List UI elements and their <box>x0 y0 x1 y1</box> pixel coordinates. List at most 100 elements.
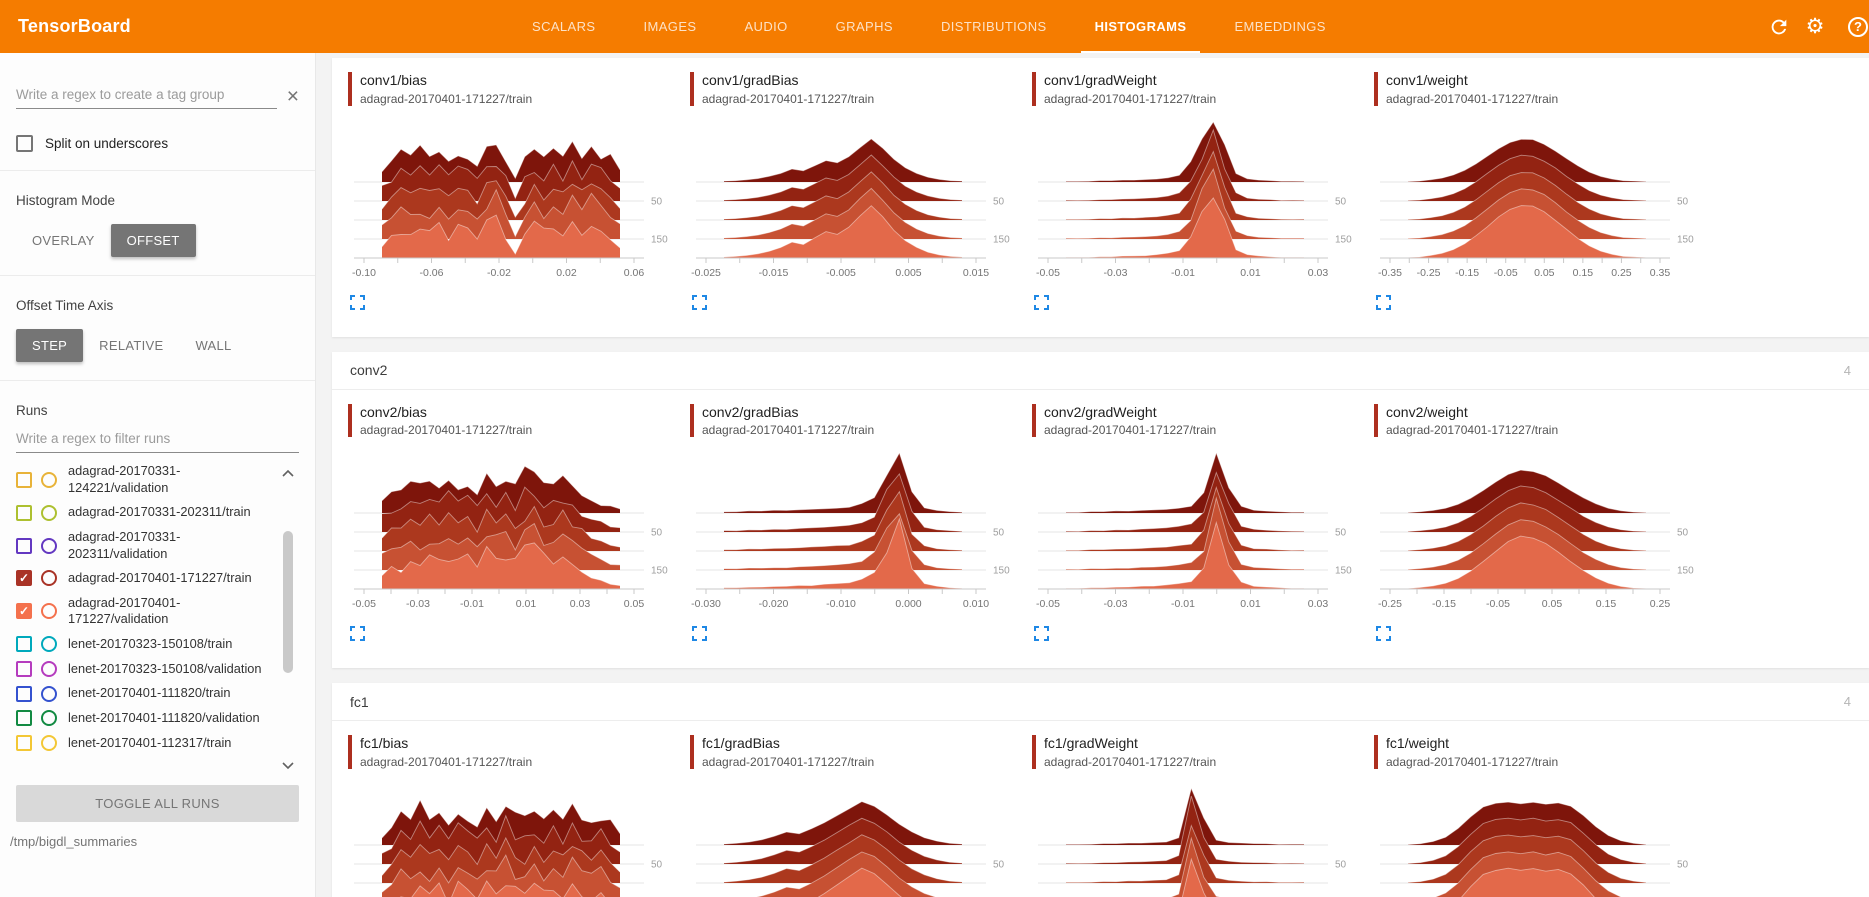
card-tag-title: fc1/gradWeight <box>1044 735 1138 751</box>
chart-area[interactable]: 50 150 -0.05 -0.03 -0.01 0.01 0.03 <box>1032 449 1362 622</box>
runs-filter-input[interactable] <box>16 428 299 453</box>
settings-icon[interactable]: ⚙ <box>1805 15 1825 38</box>
svg-text:150: 150 <box>1677 234 1694 245</box>
histogram-mode-offset-button[interactable]: OFFSET <box>110 224 196 257</box>
histogram-chart[interactable]: 50 150 -0.35 -0.25 -0.15 -0.05 0.05 0.15 0.25 0.3… <box>1374 118 1704 286</box>
tab-histograms[interactable]: HISTOGRAMS <box>1071 0 1211 53</box>
toggle-all-runs-button[interactable]: TOGGLE ALL RUNS <box>16 785 299 822</box>
radio-icon[interactable] <box>41 734 57 751</box>
radio-icon[interactable] <box>41 537 57 554</box>
tab-images[interactable]: IMAGES <box>643 19 697 34</box>
radio-icon[interactable] <box>41 710 57 727</box>
chart-area[interactable]: 50 150 -0.025 -0.015 -0.005 0.005 0.015 <box>690 118 1020 291</box>
run-item[interactable]: lenet-20170323-150108/train <box>16 632 273 657</box>
svg-text:0.01: 0.01 <box>1240 267 1261 279</box>
tab-audio[interactable]: AUDIO <box>744 19 788 34</box>
histogram-mode-overlay-button[interactable]: OVERLAY <box>32 233 95 248</box>
histogram-chart[interactable]: 50 150 -0.10 -0.06 -0.02 0.02 0.06 <box>348 118 678 286</box>
help-icon[interactable]: ? <box>1833 9 1869 45</box>
radio-icon[interactable] <box>41 570 57 587</box>
scroll-up-icon[interactable] <box>281 465 295 483</box>
radio-icon[interactable] <box>41 471 57 488</box>
radio-icon[interactable] <box>41 504 57 521</box>
tab-distributions[interactable]: DISTRIBUTIONS <box>940 19 1047 34</box>
checked-checkbox-icon[interactable]: ✓ <box>16 603 32 620</box>
chart-area[interactable]: 50 150 -0.35 -0.25 -0.15 -0.05 0.05 0.15 0.25 0.3… <box>1374 118 1704 291</box>
svg-text:0.25: 0.25 <box>1611 267 1632 279</box>
refresh-icon[interactable] <box>1761 9 1797 45</box>
scroll-down-icon[interactable] <box>281 757 295 775</box>
chart-area[interactable]: 50 150 -0.05 -0.03 -0.01 0.01 0.03 0.05 <box>348 449 678 622</box>
card-title-block: fc1/gradWeight adagrad-20170401-171227/tr… <box>1032 735 1362 769</box>
expand-icon[interactable] <box>1034 626 1050 642</box>
svg-text:-0.05: -0.05 <box>1036 598 1060 610</box>
unchecked-checkbox-icon[interactable] <box>16 734 32 751</box>
unchecked-checkbox-icon[interactable] <box>16 660 32 677</box>
unchecked-checkbox-icon[interactable] <box>16 710 32 727</box>
radio-icon[interactable] <box>41 636 57 653</box>
expand-icon[interactable] <box>350 294 366 311</box>
run-item[interactable]: lenet-20170401-112317/train <box>16 731 273 756</box>
histogram-chart[interactable]: 50 150 -0.05 -0.03 -0.01 0.01 0.03 0.05 <box>348 449 678 617</box>
expand-icon[interactable] <box>692 294 708 311</box>
radio-icon[interactable] <box>41 603 57 620</box>
offset-time-axis-wall-button[interactable]: WALL <box>195 338 232 353</box>
svg-text:-0.06: -0.06 <box>420 267 444 279</box>
histogram-chart[interactable]: 50 150 -0.25 -0.15 -0.05 0.05 0.15 0.25 <box>1374 449 1704 617</box>
unchecked-checkbox-icon[interactable] <box>16 685 32 702</box>
card-run-subtitle: adagrad-20170401-171227/train <box>360 423 533 437</box>
expand-icon[interactable] <box>1034 294 1050 311</box>
unchecked-checkbox-icon[interactable] <box>16 471 32 488</box>
histogram-chart[interactable]: 50 150 -0.05 -0.03 -0.01 0.01 0.03 <box>1032 449 1362 617</box>
tab-graphs[interactable]: GRAPHS <box>835 19 893 34</box>
unchecked-checkbox-icon[interactable] <box>16 537 32 554</box>
offset-time-axis-step-button[interactable]: STEP <box>16 329 84 362</box>
run-item[interactable]: ✓ adagrad-20170401-171227/validation <box>16 591 273 632</box>
histogram-card-conv2-gradWeight: conv2/gradWeight adagrad-20170401-171227/… <box>1032 403 1362 647</box>
run-item[interactable]: adagrad-20170331-202311/train <box>16 500 273 525</box>
histogram-chart[interactable]: 50 150 -0.030 -0.020 -0.010 0.000 0.010 <box>690 449 1020 617</box>
expand-icon[interactable] <box>692 626 708 642</box>
run-item[interactable]: lenet-20170401-111820/validation <box>16 706 273 731</box>
histogram-card-conv2-weight: conv2/weight adagrad-20170401-171227/trai… <box>1374 403 1704 647</box>
expand-icon[interactable] <box>1376 294 1392 311</box>
svg-text:50: 50 <box>1677 859 1689 870</box>
run-item[interactable]: ✓ adagrad-20170401-171227/train <box>16 566 273 591</box>
chart-area[interactable]: 50 150 -0.25 -0.15 -0.05 0.05 0.15 0.25 <box>1374 449 1704 622</box>
run-item[interactable]: adagrad-20170331-124221/validation <box>16 459 273 500</box>
run-item[interactable]: lenet-20170323-150108/validation <box>16 657 273 682</box>
svg-text:0.005: 0.005 <box>895 267 921 279</box>
expand-icon[interactable] <box>1376 626 1392 642</box>
run-item[interactable]: lenet-20170401-111820/train <box>16 681 273 706</box>
close-icon[interactable]: × <box>286 85 299 108</box>
tab-scalars[interactable]: SCALARS <box>532 19 596 34</box>
histogram-card-fc1-gradBias: fc1/gradBias adagrad-20170401-171227/trai… <box>690 735 1020 897</box>
expand-icon[interactable] <box>350 626 366 642</box>
radio-icon[interactable] <box>41 660 57 677</box>
tab-embeddings[interactable]: EMBEDDINGS <box>1234 19 1326 34</box>
checked-checkbox-icon[interactable]: ✓ <box>16 570 32 587</box>
radio-icon[interactable] <box>41 685 57 702</box>
histogram-chart[interactable]: 50 150 -0.025 -0.015 -0.005 0.005 0.015 <box>690 118 1020 286</box>
run-item[interactable]: adagrad-20170331-202311/validation <box>16 525 273 566</box>
unchecked-checkbox-icon[interactable] <box>16 636 32 653</box>
runs-scrollbar-thumb[interactable] <box>283 531 293 673</box>
split-underscores-checkbox[interactable]: Split on underscores <box>16 135 299 152</box>
chart-area[interactable]: 50 150 -0.05 -0.03 -0.01 0.01 0.03 <box>1032 118 1362 291</box>
offset-time-axis-relative-button[interactable]: RELATIVE <box>99 338 164 353</box>
chart-area[interactable]: 50 150 -0.030 -0.020 -0.010 0.000 0.010 <box>690 449 1020 622</box>
svg-text:0.000: 0.000 <box>895 598 921 610</box>
histogram-chart[interactable]: 50 150 -0.05 -0.03 -0.01 0.01 0.03 <box>1032 118 1362 286</box>
chart-area[interactable]: 50 150 -0.10 -0.06 -0.02 0.02 0.06 <box>348 118 678 291</box>
tag-group-regex-input[interactable] <box>16 83 277 109</box>
unchecked-checkbox-icon[interactable] <box>16 504 32 521</box>
svg-text:50: 50 <box>993 528 1005 539</box>
